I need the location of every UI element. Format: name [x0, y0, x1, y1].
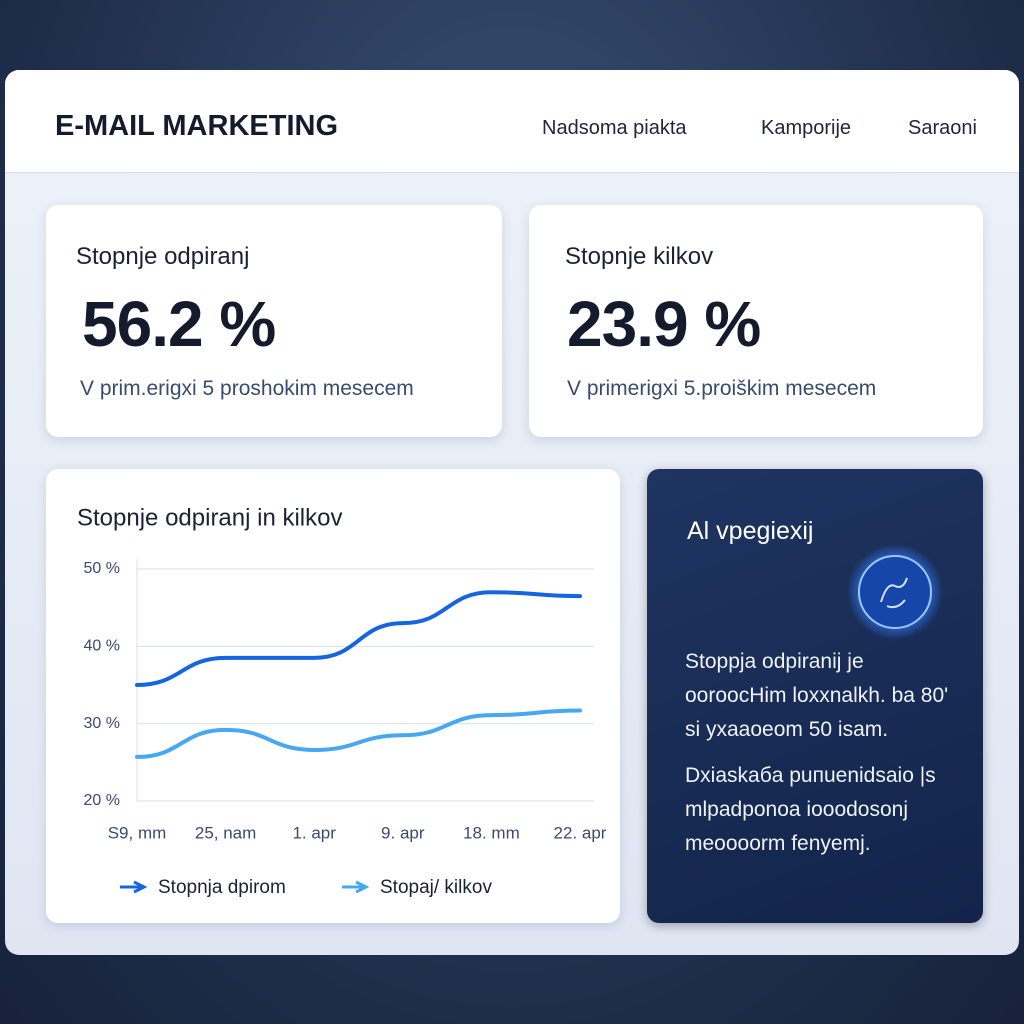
- header: E-MAIL MARKETING Nadsoma piakta Kamporij…: [5, 70, 1019, 173]
- y-tick-label: 50 %: [84, 560, 120, 577]
- chart: Stopnje odpiranj in kilkov 50 % 40 % 30 % 2…: [77, 504, 607, 898]
- x-tick-label: 25, nam: [195, 823, 256, 842]
- x-tick-label: 22. apr: [554, 823, 607, 842]
- kpi-card: Stopnje odpiranj 56.2 % V prim.erigxi 5 …: [46, 205, 502, 437]
- ai-text: Dxiaskaбa puпuenidsaio |s mlpadponoa ioo…: [685, 764, 936, 855]
- ai-text: Stoppja odpiranij je ooroocHim loxxnalkh…: [685, 650, 949, 741]
- ai-icon: [847, 544, 943, 640]
- kpi-label: Stopnje kilkov: [565, 243, 714, 270]
- y-tick-label: 20 %: [84, 792, 120, 809]
- chart-title: Stopnje odpiranj in kilkov: [77, 504, 343, 531]
- legend-label: Stopaj/ kilkov: [380, 877, 492, 898]
- line-series: [135, 590, 582, 687]
- nav-item[interactable]: Saraoni: [908, 117, 977, 139]
- x-tick-label: 1. apr: [292, 823, 336, 842]
- chart-card: Stopnje odpiranj in kilkov 50 % 40 % 30 % 2…: [46, 469, 620, 923]
- legend-label: Stopnja dpirom: [158, 877, 286, 898]
- y-tick-label: 30 %: [84, 715, 120, 732]
- kpi-value: 23.9 %: [567, 288, 761, 360]
- legend-marker: [120, 880, 148, 894]
- ai-panel: Al vpegiexij Stoppja odpiranij je oorooc…: [647, 469, 983, 923]
- legend-marker: [342, 880, 370, 894]
- y-tick-label: 40 %: [84, 638, 120, 655]
- app-title: E-MAIL MARKETING: [55, 110, 339, 142]
- kpi-note: V prim.erigxi 5 proshokim mesecem: [80, 377, 414, 400]
- kpi-card: Stopnje kilkov 23.9 % V primerigxi 5.pro…: [529, 205, 983, 437]
- nav-item[interactable]: Kamporije: [761, 117, 852, 139]
- x-tick-label: 9. apr: [381, 823, 425, 842]
- nav-item[interactable]: Nadsoma piakta: [542, 117, 687, 139]
- x-tick-label: 18. mm: [463, 823, 520, 842]
- kpi-note: V primerigxi 5.proiškim mesecem: [567, 377, 877, 400]
- line-series: [135, 708, 582, 759]
- kpi-value: 56.2 %: [82, 288, 276, 360]
- kpi-label: Stopnje odpiranj: [76, 243, 250, 270]
- ai-title: Al vpegiexij: [687, 517, 814, 545]
- x-tick-label: S9, mm: [108, 823, 167, 842]
